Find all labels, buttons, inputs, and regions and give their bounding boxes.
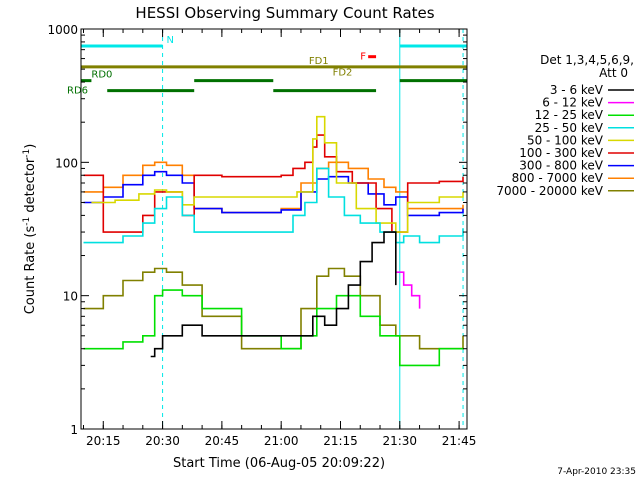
state-label-FD2: FD2 [333,68,353,79]
y-tick-label: 100 [55,156,78,170]
y-axis-label-sup1: -1 [22,217,32,226]
series-line-100-300keV [83,134,464,233]
legend-label: 25 - 50 keV [535,121,604,135]
state-label-RD6: RD6 [67,86,88,97]
series-line-6-12keV [395,271,421,309]
state-label-N: N [167,35,174,46]
legend-label: 7000 - 20000 keV [496,184,603,198]
series-layer [83,115,464,367]
series-line-3-6keV [150,231,397,358]
legend-label: 100 - 300 keV [519,146,603,160]
x-axis-label: Start Time (06-Aug-05 20:09:22) [173,456,385,471]
y-axis-label-sup2: -1 [22,149,32,158]
legend-label: 3 - 6 keV [550,83,604,97]
legend-label: 300 - 800 keV [519,159,603,173]
x-tick-label: 21:00 [264,434,299,448]
footer-date: 7-Apr-2010 23:35 [557,467,636,477]
series-line-800-7000keV [83,161,464,214]
plot-frame [80,28,468,430]
y-tick-label: 10 [63,290,78,304]
y-tick-label: 1000 [47,23,78,37]
y-axis-label-end: ) [23,144,38,149]
x-tick-label: 21:45 [442,434,477,448]
legend-label: 800 - 7000 keV [512,171,604,185]
x-tick-label: 20:45 [205,434,240,448]
x-tick-label: 20:30 [145,434,180,448]
state-label-RD0: RD0 [91,70,112,81]
legend-header-1: Det 1,3,4,5,6,9, [540,53,634,67]
vlines-layer [80,29,464,429]
series-line-50-100keV [91,115,464,233]
x-tick-label: 21:15 [323,434,358,448]
x-tick-label: 21:30 [382,434,417,448]
series-line-12-25keV [83,289,463,367]
series-line-7000-20000keV [83,267,464,350]
y-ticks: 1 10 100 1000 [47,23,467,437]
y-axis-label: Count Rate (s-1 detector-1) [22,144,38,315]
legend-header-2: Att 0 [599,66,628,80]
series-line-300-800keV [83,170,464,217]
x-ticks: 20:15 20:30 20:45 21:00 21:15 21:30 21:45 [83,29,477,448]
chart-title: HESSI Observing Summary Count Rates [135,4,434,22]
state-label-FD1: FD1 [309,56,329,67]
state-label-F: F [360,52,366,63]
y-tick-label: 1 [70,423,78,437]
legend-label: 12 - 25 keV [535,108,604,122]
series-line-25-50keV [83,167,464,244]
x-tick-label: 20:15 [86,434,121,448]
legend-label: 50 - 100 keV [527,133,604,147]
y-axis-label-main: Count Rate (s [23,226,38,315]
y-axis-label-mid: detector [23,157,38,217]
legend-label: 6 - 12 keV [542,96,604,110]
